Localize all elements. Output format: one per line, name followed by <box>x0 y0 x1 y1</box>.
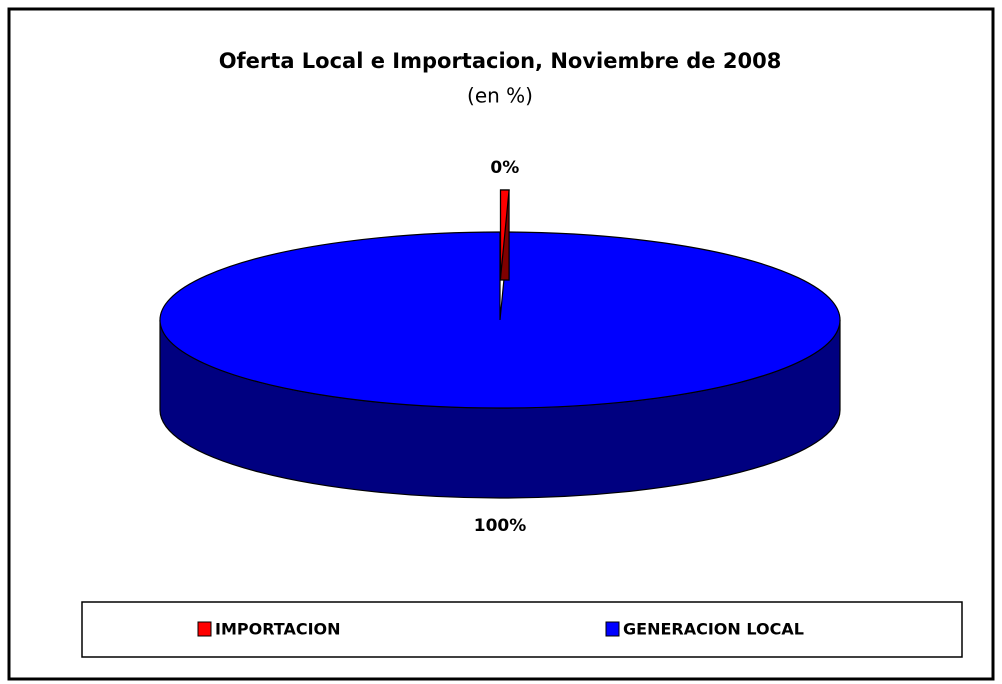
legend-label: GENERACION LOCAL <box>623 620 804 639</box>
chart-title: Oferta Local e Importacion, Noviembre de… <box>219 49 782 73</box>
pie-slice <box>159 231 841 409</box>
pie-slice <box>499 189 510 279</box>
data-label: 100% <box>474 516 527 536</box>
legend-label: IMPORTACION <box>215 620 341 639</box>
legend-swatch <box>197 621 212 637</box>
legend-swatch <box>605 621 620 637</box>
legend-box <box>81 601 963 658</box>
data-label: 0% <box>490 158 519 178</box>
chart-subtitle: (en %) <box>467 84 533 108</box>
